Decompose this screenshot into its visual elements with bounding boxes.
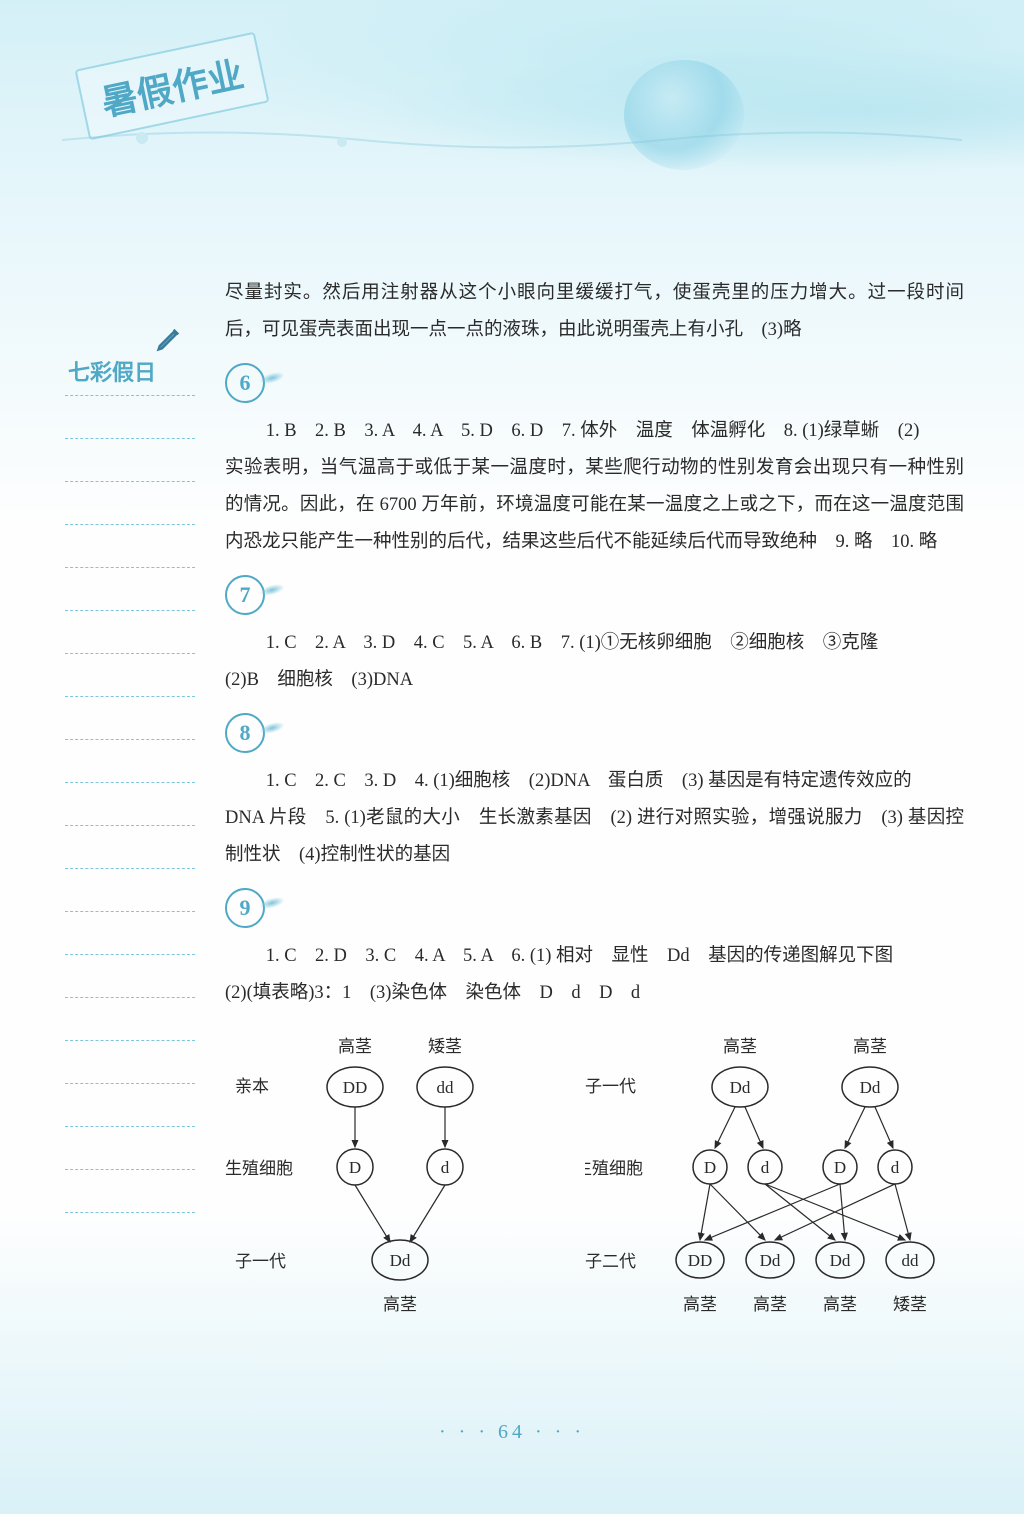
sidebar-label: 七彩假日 <box>68 355 156 387</box>
svg-text:子一代: 子一代 <box>235 1252 286 1271</box>
svg-text:Dd: Dd <box>730 1078 751 1097</box>
section-9-line1: 1. C 2. D 3. C 4. A 5. A 6. (1) 相对 显性 Dd… <box>225 938 964 975</box>
section-6-badge: 6 <box>225 363 265 403</box>
pen-icon <box>155 325 183 353</box>
main-content: 尽量封实。然后用注射器从这个小眼向里缓缓打气，使蛋壳里的压力增大。过一段时间后，… <box>225 275 964 1322</box>
diagram-2: 高茎 高茎 子一代 Dd Dd 生殖细胞 D d D d <box>585 1032 945 1322</box>
section-7-line2: (2)B 细胞核 (3)DNA <box>225 662 964 699</box>
svg-text:亲本: 亲本 <box>235 1077 269 1096</box>
intro-paragraph: 尽量封实。然后用注射器从这个小眼向里缓缓打气，使蛋壳里的压力增大。过一段时间后，… <box>225 275 964 349</box>
svg-text:D: D <box>834 1158 846 1177</box>
section-6-line2: 实验表明，当气温高于或低于某一温度时，某些爬行动物的性别发育会出现只有一种性别的… <box>225 450 964 561</box>
section-7-badge: 7 <box>225 575 265 615</box>
svg-text:DD: DD <box>343 1078 368 1097</box>
svg-text:Dd: Dd <box>830 1251 851 1270</box>
svg-text:生殖细胞: 生殖细胞 <box>585 1159 643 1178</box>
svg-text:矮茎: 矮茎 <box>893 1295 927 1314</box>
svg-text:D: D <box>704 1158 716 1177</box>
section-8-line1: 1. C 2. C 3. D 4. (1)细胞核 (2)DNA 蛋白质 (3) … <box>225 763 964 800</box>
svg-text:高茎: 高茎 <box>683 1295 717 1314</box>
section-8-badge: 8 <box>225 713 265 753</box>
diagram-1: 高茎 矮茎 亲本 DD dd 生殖细胞 D d 子一代 Dd 高茎 <box>225 1032 525 1322</box>
svg-text:矮茎: 矮茎 <box>428 1037 462 1056</box>
svg-text:高茎: 高茎 <box>823 1295 857 1314</box>
svg-text:子一代: 子一代 <box>585 1077 636 1096</box>
svg-text:Dd: Dd <box>760 1251 781 1270</box>
section-8-line2: DNA 片段 5. (1)老鼠的大小 生长激素基因 (2) 进行对照实验，增强说… <box>225 800 964 874</box>
svg-text:高茎: 高茎 <box>383 1295 417 1314</box>
svg-text:高茎: 高茎 <box>853 1037 887 1056</box>
svg-text:D: D <box>349 1158 361 1177</box>
sidebar-rule-lines <box>65 395 195 1255</box>
section-9-line2: (2)(填表略)3：1 (3)染色体 染色体 D d D d <box>225 975 964 1012</box>
section-9-badge: 9 <box>225 888 265 928</box>
svg-text:Dd: Dd <box>390 1251 411 1270</box>
svg-text:Dd: Dd <box>860 1078 881 1097</box>
svg-text:dd: dd <box>902 1251 920 1270</box>
svg-text:d: d <box>761 1158 770 1177</box>
svg-text:生殖细胞: 生殖细胞 <box>225 1159 293 1178</box>
svg-text:高茎: 高茎 <box>723 1037 757 1056</box>
svg-text:高茎: 高茎 <box>338 1037 372 1056</box>
svg-text:d: d <box>891 1158 900 1177</box>
section-6-line1: 1. B 2. B 3. A 4. A 5. D 6. D 7. 体外 温度 体… <box>225 413 964 450</box>
page-number: · · · 64 · · · <box>0 1421 1024 1444</box>
svg-text:DD: DD <box>688 1251 713 1270</box>
svg-text:d: d <box>441 1158 450 1177</box>
svg-text:dd: dd <box>437 1078 455 1097</box>
section-7-line1: 1. C 2. A 3. D 4. C 5. A 6. B 7. (1)①无核卵… <box>225 625 964 662</box>
genetics-diagrams: 高茎 矮茎 亲本 DD dd 生殖细胞 D d 子一代 Dd 高茎 <box>225 1032 964 1322</box>
svg-text:高茎: 高茎 <box>753 1295 787 1314</box>
vine-decoration <box>60 120 964 160</box>
svg-text:子二代: 子二代 <box>585 1252 636 1271</box>
